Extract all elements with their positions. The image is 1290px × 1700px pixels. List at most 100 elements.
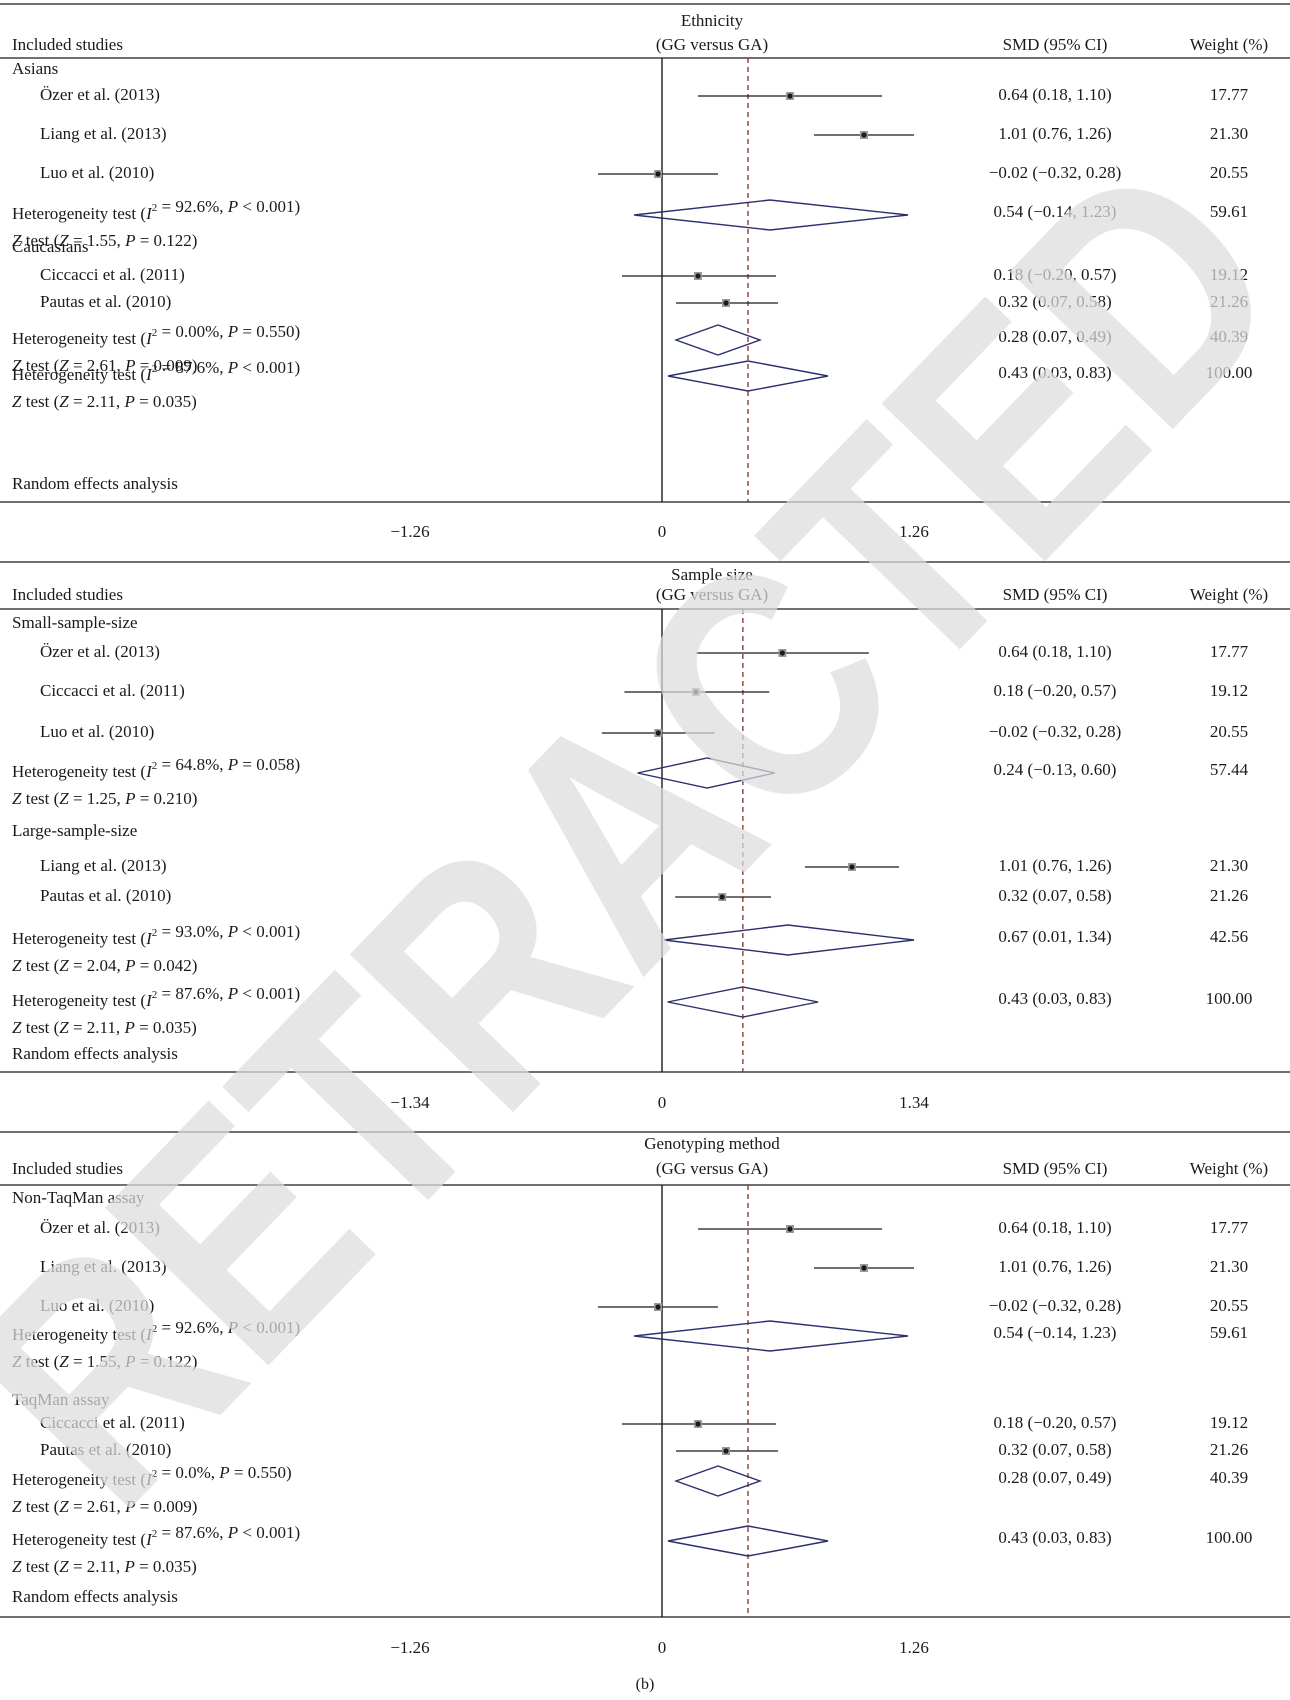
header-comparison: (GG versus GA)	[656, 35, 768, 54]
heterogeneity-test-label: Heterogeneity test (I2 = 92.6%, P < 0.00…	[12, 1318, 300, 1344]
pooled-weight-value: 59.61	[1210, 202, 1248, 221]
study-label: Özer et al. (2013)	[40, 85, 160, 104]
pooled-weight-value: 57.44	[1210, 760, 1249, 779]
subgroup-label: Asians	[12, 59, 58, 78]
study-smd-value: −0.02 (−0.32, 0.28)	[989, 722, 1122, 741]
study-label: Luo et al. (2010)	[40, 722, 154, 741]
pooled-weight-value: 59.61	[1210, 1323, 1248, 1342]
panel-title: Ethnicity	[681, 11, 744, 30]
subgroup-label: Large-sample-size	[12, 821, 137, 840]
heterogeneity-test-label: Heterogeneity test (I2 = 87.6%, P < 0.00…	[12, 984, 300, 1010]
pooled-weight-value: 40.39	[1210, 327, 1248, 346]
z-test-label: Z test (Z = 1.55, P = 0.122)	[12, 231, 197, 250]
study-smd-value: 0.64 (0.18, 1.10)	[998, 642, 1111, 661]
heterogeneity-test-label: Heterogeneity test (I2 = 0.00%, P = 0.55…	[12, 322, 300, 348]
axis-tick-label: 0	[658, 1638, 667, 1657]
study-smd-value: 1.01 (0.76, 1.26)	[998, 124, 1111, 143]
study-label: Liang et al. (2013)	[40, 856, 167, 875]
study-point	[719, 894, 725, 900]
pooled-weight-value: 100.00	[1206, 363, 1253, 382]
header-included-studies: Included studies	[12, 35, 123, 54]
study-weight-value: 20.55	[1210, 163, 1248, 182]
header-smd: SMD (95% CI)	[1003, 1159, 1108, 1178]
pooled-diamond	[667, 986, 819, 1018]
study-label: Liang et al. (2013)	[40, 124, 167, 143]
axis-tick-label: 1.26	[899, 522, 929, 541]
header-weight: Weight (%)	[1190, 35, 1268, 54]
heterogeneity-test-label: Heterogeneity test (I2 = 92.6%, P < 0.00…	[12, 197, 300, 223]
pooled-weight-value: 100.00	[1206, 989, 1253, 1008]
random-effects-label: Random effects analysis	[12, 1587, 178, 1606]
study-point	[849, 864, 855, 870]
study-weight-value: 17.77	[1210, 642, 1249, 661]
study-smd-value: 0.18 (−0.20, 0.57)	[994, 265, 1117, 284]
panel-title: Sample size	[671, 565, 753, 584]
z-test-label: Z test (Z = 1.25, P = 0.210)	[12, 789, 197, 808]
study-point	[723, 1448, 729, 1454]
study-point	[655, 730, 661, 736]
study-label: Pautas et al. (2010)	[40, 1440, 171, 1459]
header-smd: SMD (95% CI)	[1003, 585, 1108, 604]
study-weight-value: 20.55	[1210, 722, 1248, 741]
study-label: Luo et al. (2010)	[40, 163, 154, 182]
study-weight-value: 21.26	[1210, 886, 1248, 905]
study-point	[787, 93, 793, 99]
study-point	[861, 132, 867, 138]
header-comparison: (GG versus GA)	[656, 585, 768, 604]
study-label: Ciccacci et al. (2011)	[40, 265, 185, 284]
axis-tick-label: −1.26	[390, 522, 429, 541]
z-test-label: Z test (Z = 2.11, P = 0.035)	[12, 1557, 197, 1576]
study-label: Ciccacci et al. (2011)	[40, 681, 185, 700]
study-smd-value: 0.64 (0.18, 1.10)	[998, 1218, 1111, 1237]
subgroup-label: Small-sample-size	[12, 613, 138, 632]
pooled-diamond	[673, 324, 763, 356]
forest-panel-3: Genotyping method Included studies (GG ver…	[0, 1131, 1290, 1657]
heterogeneity-test-label: Heterogeneity test (I2 = 93.0%, P < 0.00…	[12, 922, 300, 948]
study-weight-value: 21.30	[1210, 124, 1248, 143]
study-smd-value: 0.18 (−0.20, 0.57)	[994, 1413, 1117, 1432]
pooled-smd-value: 0.28 (0.07, 0.49)	[998, 327, 1111, 346]
study-weight-value: 21.30	[1210, 856, 1248, 875]
pooled-weight-value: 42.56	[1210, 927, 1248, 946]
pooled-smd-value: 0.24 (−0.13, 0.60)	[994, 760, 1117, 779]
z-test-label: Z test (Z = 2.04, P = 0.042)	[12, 956, 197, 975]
pooled-smd-value: 0.43 (0.03, 0.83)	[998, 989, 1111, 1008]
header-included-studies: Included studies	[12, 1159, 123, 1178]
z-test-label: Z test (Z = 2.11, P = 0.035)	[12, 392, 197, 411]
header-included-studies: Included studies	[12, 585, 123, 604]
study-label: Liang et al. (2013)	[40, 1257, 167, 1276]
study-point	[787, 1226, 793, 1232]
z-test-label: Z test (Z = 2.61, P = 0.009)	[12, 1497, 197, 1516]
pooled-smd-value: 0.54 (−0.14, 1.23)	[994, 1323, 1117, 1342]
figure-caption: (b)	[635, 1676, 655, 1693]
pooled-diamond	[667, 360, 829, 392]
pooled-smd-value: 0.28 (0.07, 0.49)	[998, 1468, 1111, 1487]
header-weight: Weight (%)	[1190, 585, 1268, 604]
axis-tick-label: −1.26	[390, 1638, 429, 1657]
z-test-label: Z test (Z = 1.55, P = 0.122)	[12, 1352, 197, 1371]
forest-panel-2: Sample size Included studies (GG versus GA…	[0, 561, 1290, 1112]
study-weight-value: 20.55	[1210, 1296, 1248, 1315]
heterogeneity-test-label: Heterogeneity test (I2 = 64.8%, P = 0.05…	[12, 755, 300, 781]
study-weight-value: 17.77	[1210, 85, 1249, 104]
study-weight-value: 19.12	[1210, 1413, 1248, 1432]
pooled-smd-value: 0.43 (0.03, 0.83)	[998, 363, 1111, 382]
subgroup-label: TaqMan assay	[12, 1390, 110, 1409]
random-effects-label: Random effects analysis	[12, 1044, 178, 1063]
study-weight-value: 17.77	[1210, 1218, 1249, 1237]
study-label: Özer et al. (2013)	[40, 1218, 160, 1237]
axis-tick-label: 1.34	[899, 1093, 929, 1112]
study-point	[693, 689, 699, 695]
heterogeneity-test-label: Heterogeneity test (I2 = 0.0%, P = 0.550…	[12, 1463, 292, 1489]
z-test-label: Z test (Z = 2.11, P = 0.035)	[12, 1018, 197, 1037]
study-smd-value: 0.32 (0.07, 0.58)	[998, 292, 1111, 311]
pooled-smd-value: 0.43 (0.03, 0.83)	[998, 1528, 1111, 1547]
study-label: Pautas et al. (2010)	[40, 292, 171, 311]
pooled-smd-value: 0.67 (0.01, 1.34)	[998, 927, 1111, 946]
forest-panel-1: Ethnicity Included studies (GG versus GA) S…	[0, 3, 1290, 541]
pooled-diamond	[667, 1525, 829, 1557]
study-label: Ciccacci et al. (2011)	[40, 1413, 185, 1432]
study-point	[655, 1304, 661, 1310]
pooled-weight-value: 40.39	[1210, 1468, 1248, 1487]
